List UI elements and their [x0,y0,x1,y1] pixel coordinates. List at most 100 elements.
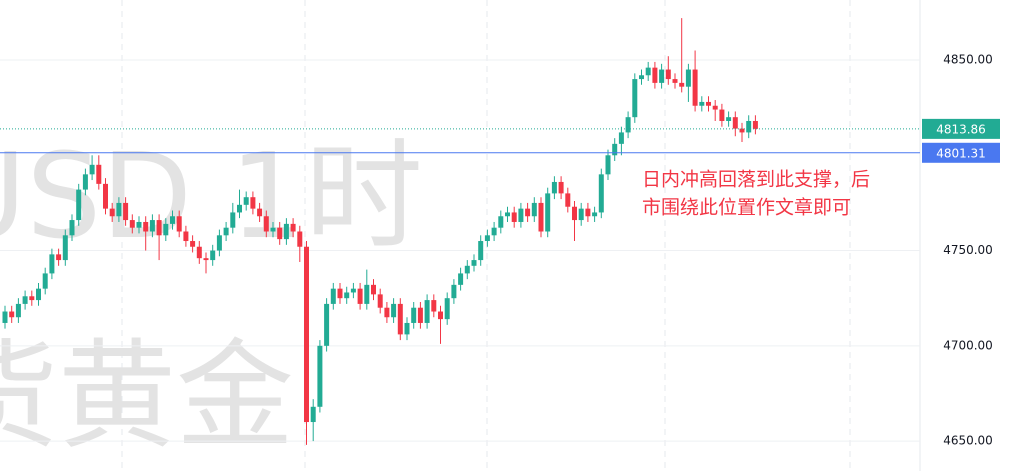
candle-body [397,303,403,335]
price-label-box [922,118,1000,139]
candle-body [36,288,41,301]
candle-body [625,117,631,133]
annotation: 市围绕此位置作文章即可 [642,197,851,219]
candle-body [545,193,551,232]
candle-body [712,105,718,110]
price-label: 4801.31 [936,146,986,160]
candle-body [746,120,752,133]
candle-body [283,223,289,240]
candle-body [290,223,296,232]
candle-body [612,143,618,156]
candle-body [431,300,437,312]
candle-body [263,216,269,232]
candle-body [484,235,490,242]
candle-body [257,208,263,217]
candle-body [337,288,343,299]
candle-body [149,220,155,232]
candle-body [350,288,356,293]
y-tick-label: 4700.00 [943,338,993,352]
candle-body [659,69,665,83]
candle-body [505,212,510,217]
candle-body [511,212,517,222]
candle-body [42,273,48,289]
candle-body [163,223,169,236]
candle-body [739,128,745,133]
candle-body [719,109,725,121]
candle-body [29,296,35,301]
candle-body [592,212,598,217]
candle-body [344,292,350,299]
candle-body [732,117,738,129]
candle-body [56,254,62,261]
candle-body [15,303,21,318]
candle-body [618,132,624,144]
candle-body [143,221,149,232]
y-tick-label: 4650.00 [943,434,993,448]
candle-body [578,208,584,221]
candle-body [565,193,571,207]
candle-body [310,406,316,423]
candle-body [572,206,577,221]
candle-body [424,300,430,323]
candle-body [76,189,82,221]
candle-body [444,298,450,320]
candle-body [250,197,256,209]
candle-body [230,212,236,228]
candle-body [304,246,309,423]
candle-body [706,101,711,106]
candle-body [62,235,68,261]
candle-body [216,235,222,251]
candle-body [89,164,95,175]
candle-body [551,181,557,194]
watermark: USD 1时 [0,127,423,265]
candle-body [237,204,242,213]
candle-body [2,311,8,323]
candle-body [726,117,732,121]
candle-body [411,307,417,323]
candle-body [49,254,55,274]
candle-body [364,284,370,304]
candle-body [371,284,376,295]
candle-body [692,69,698,106]
candle-body [404,322,410,335]
y-tick-label: 4850.00 [943,53,993,67]
candle-body [498,216,504,228]
candle-body [464,265,470,274]
candle-body [605,155,611,175]
candle-body [297,231,303,247]
candle-body [417,307,423,323]
candle-body [22,296,28,304]
candle-body [210,250,216,261]
y-tick-label: 4750.00 [943,243,993,257]
candle-body [585,208,591,217]
candle-body [538,202,544,232]
candle-body [357,288,363,304]
candle-body [277,227,283,240]
price-label: 4813.86 [936,122,986,136]
candle-body [377,294,383,308]
candle-body [391,303,397,318]
candle-body [190,241,196,247]
candle-body [183,231,189,242]
annotation: 日内冲高回落到此支撑，后 [642,169,870,191]
candle-body [103,183,108,209]
candle-body [129,220,135,228]
candle-body [223,227,229,236]
candle-body [9,311,15,318]
candle-body [82,174,88,190]
candle-body [116,202,122,217]
candle-body [330,288,336,304]
candle-body [451,284,457,299]
candle-body [136,221,142,228]
candle-body [558,181,564,194]
candle-body [632,79,638,118]
candle-body [123,202,129,221]
candle-body [478,241,484,261]
candle-body [384,307,390,318]
price-label-box [922,142,1000,163]
candle-body [598,174,604,213]
candle-body [699,101,705,106]
candle-body [525,208,531,217]
candle-body [438,311,443,320]
